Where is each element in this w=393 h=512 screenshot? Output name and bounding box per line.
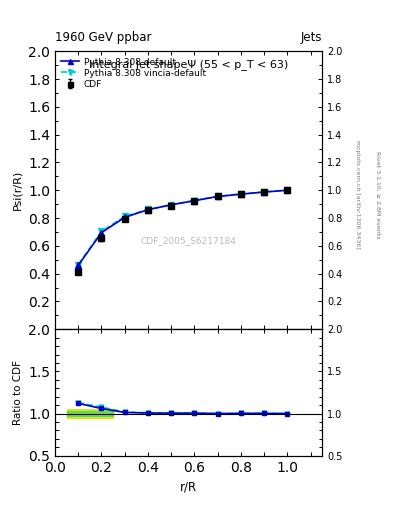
Pythia 8.308 vincia-default: [76, 262, 81, 268]
Y-axis label: Psi(r/R): Psi(r/R): [13, 170, 22, 210]
Legend: Pythia 8.308 default, Pythia 8.308 vincia-default, CDF: Pythia 8.308 default, Pythia 8.308 vinci…: [59, 56, 208, 91]
Pythia 8.308 default: [239, 191, 243, 197]
Pythia 8.308 vincia-default: [262, 189, 266, 195]
Line: Pythia 8.308 vincia-default: Pythia 8.308 vincia-default: [75, 187, 290, 267]
Pythia 8.308 vincia-default: [169, 202, 174, 208]
Pythia 8.308 default: [169, 202, 174, 208]
Pythia 8.308 vincia-default: [192, 198, 197, 204]
Text: CDF_2005_S6217184: CDF_2005_S6217184: [141, 236, 237, 245]
Text: Rivet 3.1.10, ≥ 2.8M events: Rivet 3.1.10, ≥ 2.8M events: [375, 151, 380, 238]
Pythia 8.308 default: [76, 262, 81, 268]
Pythia 8.308 default: [192, 198, 197, 204]
Pythia 8.308 vincia-default: [122, 214, 127, 220]
Pythia 8.308 default: [99, 229, 104, 236]
Pythia 8.308 vincia-default: [146, 206, 151, 212]
Pythia 8.308 default: [285, 187, 290, 194]
Line: Pythia 8.308 default: Pythia 8.308 default: [75, 187, 290, 268]
X-axis label: r/R: r/R: [180, 480, 197, 493]
Text: mcplots.cern.ch [arXiv:1306.3436]: mcplots.cern.ch [arXiv:1306.3436]: [355, 140, 360, 249]
Text: Integral jet shapeΨ (55 < p_T < 63): Integral jet shapeΨ (55 < p_T < 63): [89, 59, 288, 71]
Pythia 8.308 vincia-default: [285, 187, 290, 194]
Text: Jets: Jets: [301, 31, 322, 44]
Text: 1960 GeV ppbar: 1960 GeV ppbar: [55, 31, 152, 44]
Pythia 8.308 vincia-default: [215, 194, 220, 200]
Pythia 8.308 default: [262, 189, 266, 195]
Pythia 8.308 vincia-default: [239, 191, 243, 197]
Pythia 8.308 vincia-default: [99, 228, 104, 234]
Y-axis label: Ratio to CDF: Ratio to CDF: [13, 360, 23, 425]
Pythia 8.308 default: [146, 207, 151, 213]
Pythia 8.308 default: [215, 194, 220, 200]
Pythia 8.308 default: [122, 215, 127, 221]
